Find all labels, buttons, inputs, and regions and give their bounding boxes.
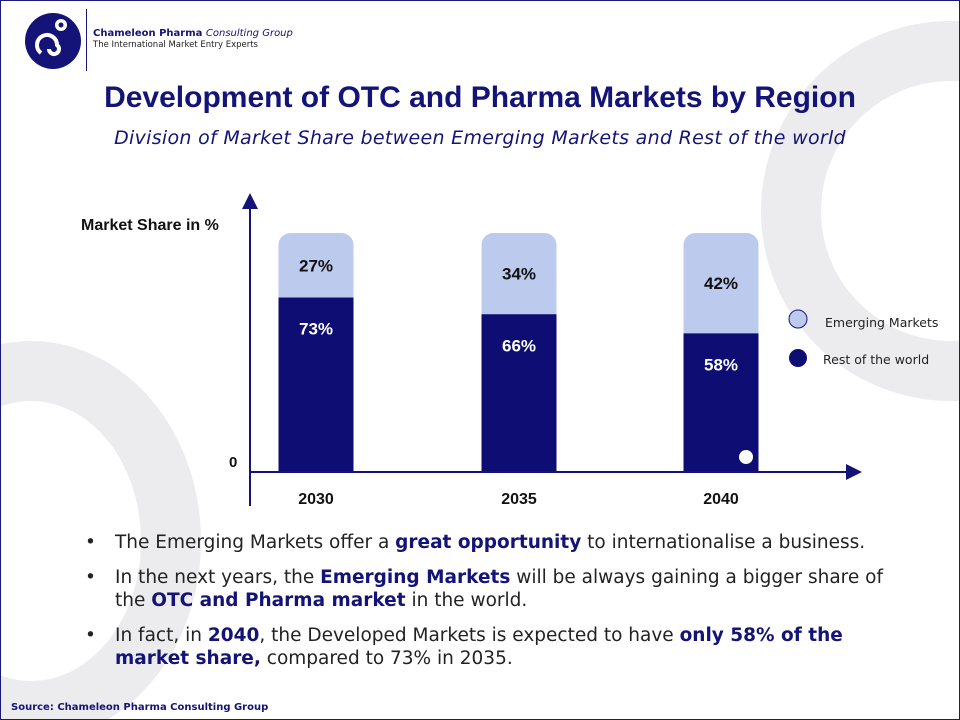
stacked-bar-chart: 27% 73% 34% 66% 42% 58% Market Share in % 0 2… xyxy=(81,193,938,508)
tagline: The International Market Entry Experts xyxy=(93,40,258,50)
bullet-item: The Emerging Markets offer a great oppor… xyxy=(81,531,901,554)
data-label-rest-2040: 58% xyxy=(704,355,738,374)
chameleon-logo xyxy=(25,13,81,69)
x-tick-2035: 2035 xyxy=(501,491,537,508)
bullet-text: to internationalise a business. xyxy=(581,532,866,553)
x-tick-2040: 2040 xyxy=(703,491,739,508)
y-axis-label: Market Share in % xyxy=(81,217,219,234)
data-label-emerging-2035: 34% xyxy=(502,265,536,284)
bullet-text: In the next years, the xyxy=(115,567,321,588)
data-label-rest-2035: 66% xyxy=(502,336,536,355)
bullet-text: only 58% of the market share, xyxy=(115,625,843,669)
bullet-text: great opportunity xyxy=(395,532,582,553)
bullet-text: In fact, in xyxy=(115,625,208,646)
bullet-text: 2040 xyxy=(207,625,260,646)
data-label-rest-2030: 73% xyxy=(299,320,333,339)
legend-label-emerging: Emerging Markets xyxy=(825,315,938,330)
y-tick-zero: 0 xyxy=(229,454,237,471)
bar-emerging-2040 xyxy=(683,233,759,346)
small-logo-icon xyxy=(739,450,753,464)
bullet-text: will be always gaining a bigger share of… xyxy=(115,567,883,611)
bullet-text: , the Developed Markets is expected to h… xyxy=(259,625,680,646)
brand-italic: Consulting Group xyxy=(205,28,293,39)
legend: Emerging Markets Rest of the world xyxy=(788,309,938,367)
bullet-text: The Emerging Markets offer a xyxy=(115,532,396,553)
bar-emerging-2035 xyxy=(481,233,557,327)
legend-label-rest: Rest of the world xyxy=(823,352,929,367)
x-tick-2030: 2030 xyxy=(298,491,334,508)
logo-divider xyxy=(86,9,87,71)
bullet-text: compared to 73% in 2035. xyxy=(260,648,513,669)
bullet-item: In fact, in 2040, the Developed Markets … xyxy=(81,624,901,670)
bar-rest-2030 xyxy=(278,297,354,472)
bullet-item: In the next years, the Emerging Markets … xyxy=(81,566,901,612)
page-title: Development of OTC and Pharma Markets by… xyxy=(104,81,856,114)
brand-name: Chameleon Pharma Consulting Group xyxy=(93,28,293,39)
page-subtitle: Division of Market Share between Emergin… xyxy=(114,127,846,149)
bar-emerging-2030 xyxy=(278,233,354,310)
brand-bold: Chameleon Pharma xyxy=(93,28,203,39)
legend-swatch-rest xyxy=(789,349,807,367)
data-label-emerging-2030: 27% xyxy=(299,256,333,275)
bar-rest-2035 xyxy=(481,314,557,472)
bullet-text: OTC and Pharma market xyxy=(151,590,406,611)
legend-swatch-emerging xyxy=(788,309,808,329)
source-note: Source: Chameleon Pharma Consulting Grou… xyxy=(11,702,269,713)
bar-rest-2040 xyxy=(683,333,759,472)
bullet-text: in the world. xyxy=(405,590,528,611)
bullet-text: Emerging Markets xyxy=(320,567,511,588)
data-label-emerging-2040: 42% xyxy=(704,274,738,293)
bullet-list: The Emerging Markets offer a great oppor… xyxy=(81,531,901,682)
